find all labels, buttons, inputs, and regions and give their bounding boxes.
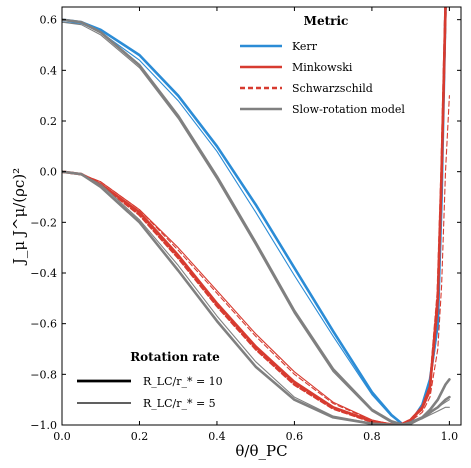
legend-metric-label: Minkowski — [292, 61, 353, 74]
ticks-layer: 0.0 0.2 0.4 0.6 0.8 1.0 −1.0 −0.8 −0.6 −0.4 −0.2 0.… — [30, 7, 461, 443]
x-axis-label: θ/θ_PC — [235, 442, 287, 460]
x-tick-label: 0.0 — [53, 430, 71, 443]
y-axis-label: J_μ J^μ/(ρc)² — [10, 168, 28, 266]
legend-rotation-title: Rotation rate — [130, 350, 220, 364]
legend-metric: Metric Kerr Minkowski Schwarzschild Slow-ro… — [240, 14, 405, 116]
series-line-9 — [62, 171, 450, 425]
series-line-6 — [62, 18, 451, 425]
x-tick-label: 0.6 — [286, 430, 304, 443]
legend-metric-label: Slow-rotation model — [292, 103, 405, 116]
legend-metric-label: Schwarzschild — [292, 82, 373, 95]
y-tick-label: −0.6 — [30, 318, 57, 331]
y-tick-label: −0.8 — [30, 368, 57, 381]
series-layer — [62, 7, 451, 425]
y-tick-label: 0.4 — [40, 64, 58, 77]
legend-metric-label: Kerr — [292, 40, 318, 53]
y-tick-label: −0.4 — [30, 267, 57, 280]
legend-rotation-label: R_LC/r_* = 5 — [143, 397, 216, 410]
y-tick-label: −0.2 — [30, 216, 57, 229]
plot-frame — [61, 6, 462, 426]
series-line-8 — [62, 170, 451, 425]
legend-rotation: Rotation rate R_LC/r_* = 10 R_LC/r_* = 5 — [77, 350, 223, 410]
series-line-5 — [62, 95, 450, 425]
x-tick-label: 0.2 — [131, 430, 149, 443]
series-line-4 — [62, 7, 447, 425]
y-tick-label: 0.2 — [40, 115, 58, 128]
x-tick-label: 0.4 — [208, 430, 226, 443]
y-tick-label: 0.0 — [40, 166, 58, 179]
x-tick-label: 0.8 — [363, 430, 381, 443]
legend-metric-title: Metric — [304, 14, 349, 28]
x-tick-label: 1.0 — [441, 430, 459, 443]
legend-rotation-label: R_LC/r_* = 10 — [143, 375, 223, 388]
y-tick-label: 0.6 — [40, 14, 58, 27]
y-tick-label: −1.0 — [30, 419, 57, 432]
